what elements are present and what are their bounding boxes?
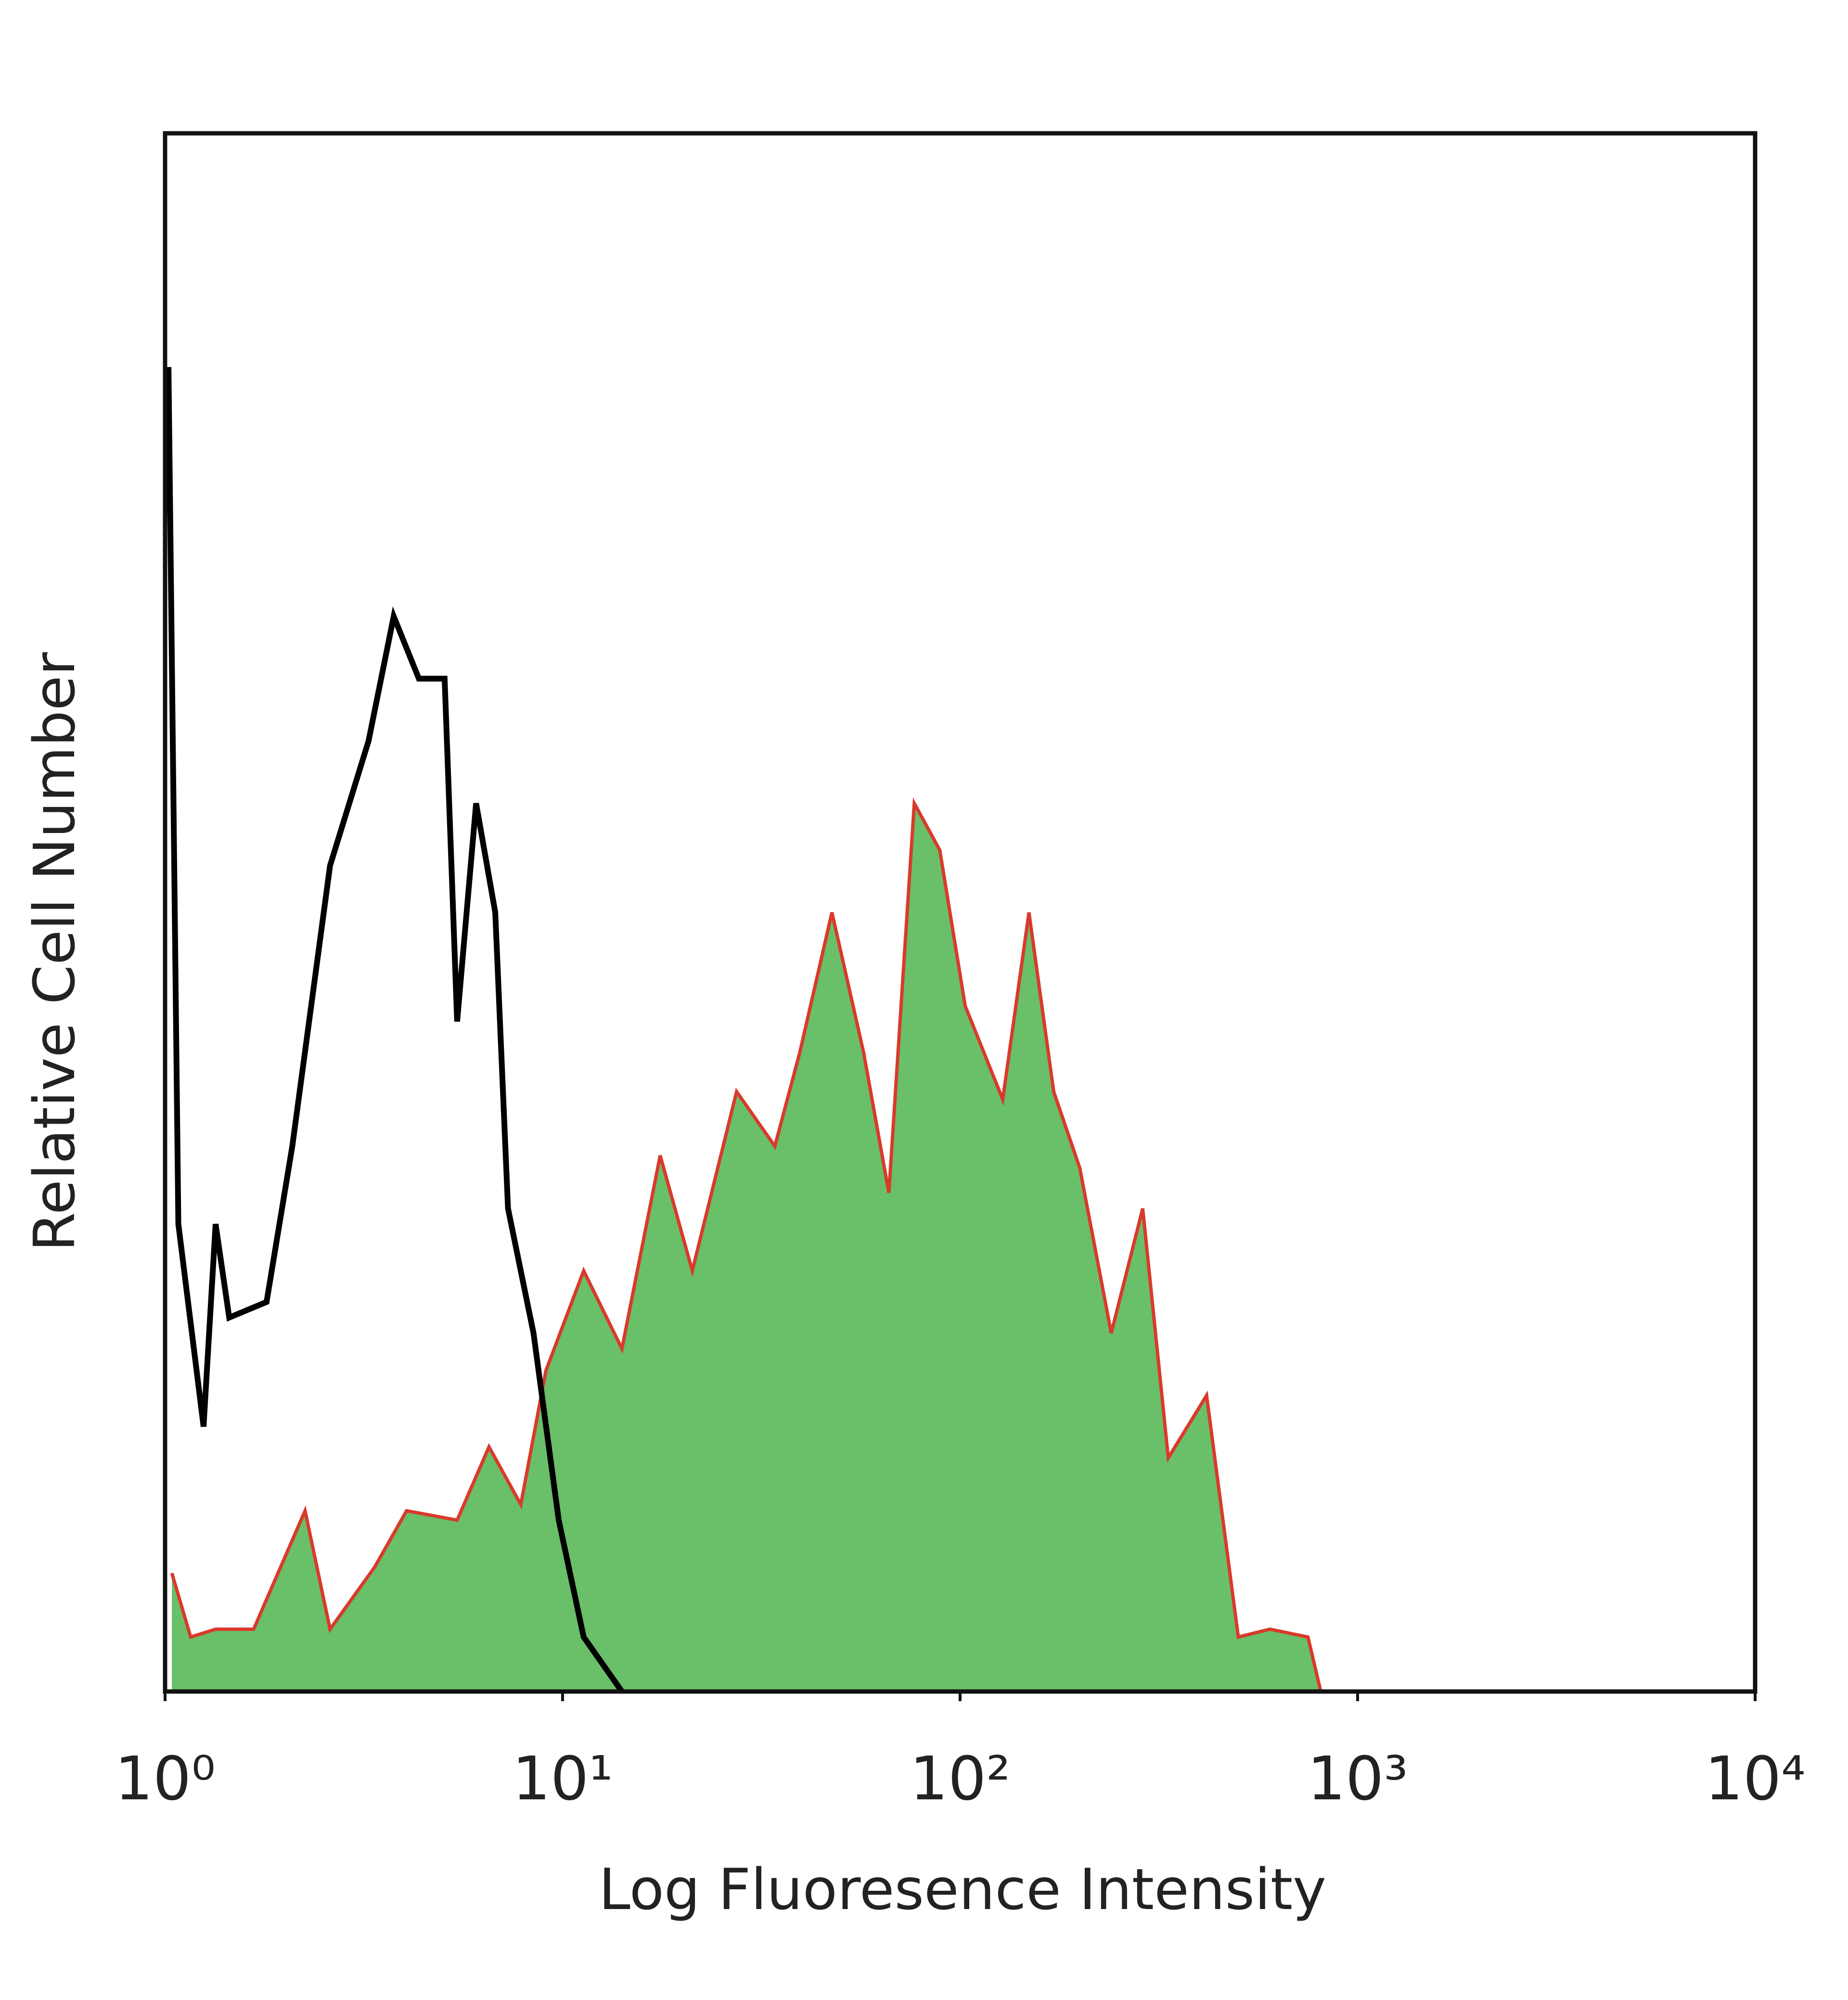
x-tick-label: 10¹: [512, 1744, 613, 1814]
histogram-fill: [172, 803, 1321, 1692]
x-tick-label: 10⁴: [1705, 1744, 1805, 1814]
y-axis-label: Relative Cell Number: [21, 652, 88, 1252]
histogram-outline: [166, 367, 625, 1693]
x-tick-label: 10⁰: [115, 1744, 215, 1814]
x-tick-label: 10³: [1307, 1744, 1408, 1814]
x-tick-label: 10²: [910, 1744, 1010, 1814]
histogram-outline: [170, 797, 1322, 1692]
x-axis-label: Log Fluoresence Intensity: [599, 1856, 1326, 1923]
